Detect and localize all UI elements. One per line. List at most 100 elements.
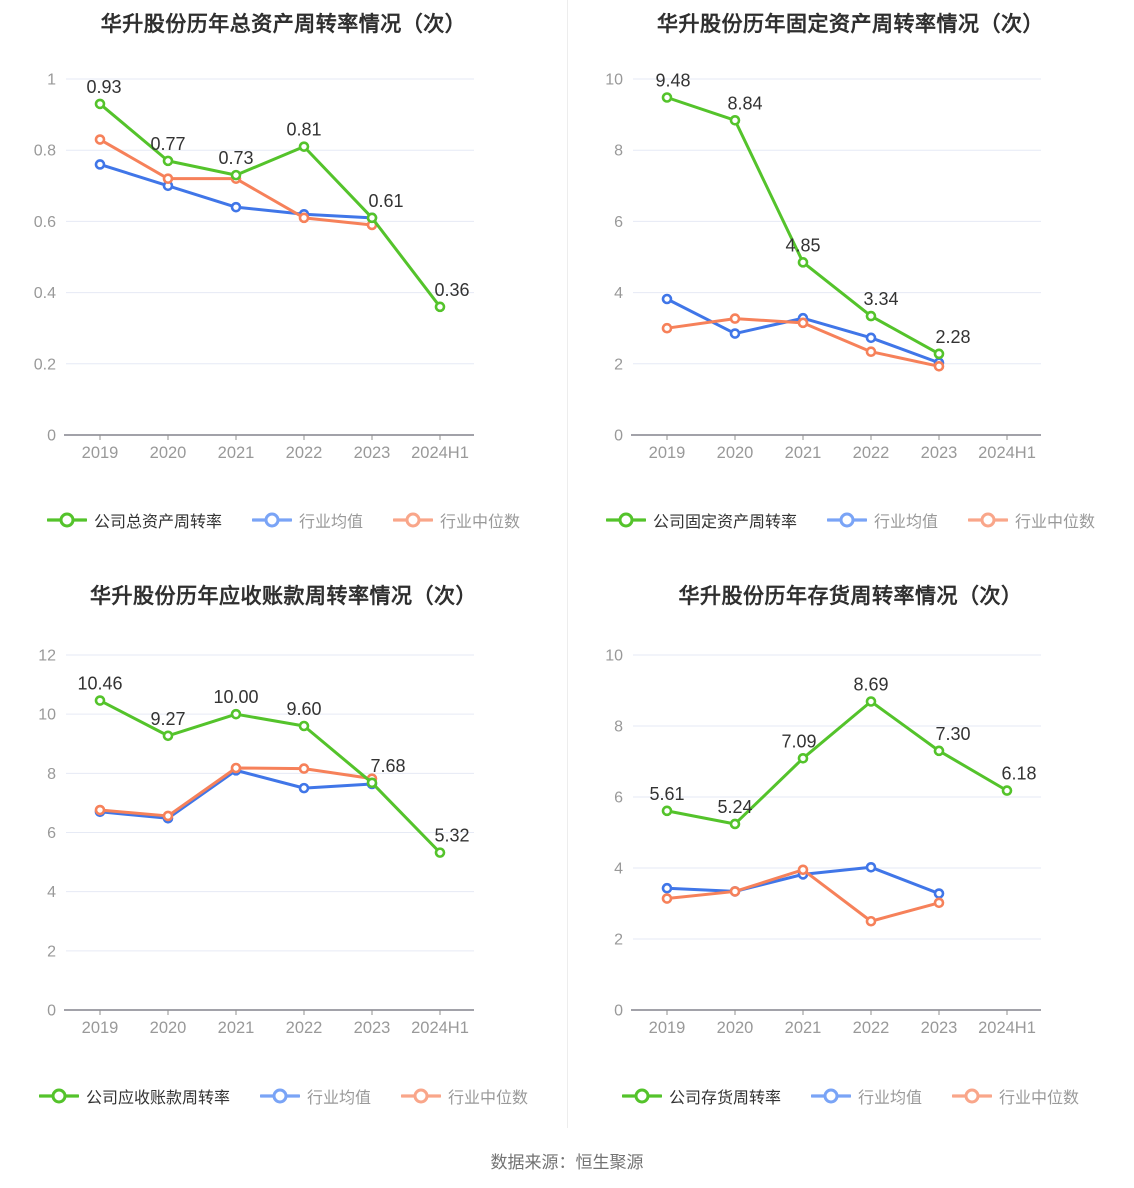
chart-legend: 公司固定资产周转率 行业均值 行业中位数 <box>567 508 1134 532</box>
legend-item[interactable]: 行业均值 <box>251 508 363 532</box>
legend-item-label: 行业中位数 <box>1015 514 1096 531</box>
y-axis-tick-label: 0.2 <box>34 356 56 373</box>
y-axis-tick-label: 0.6 <box>34 214 56 231</box>
data-point-label: 10.00 <box>213 687 258 707</box>
data-point-label: 0.61 <box>368 191 403 211</box>
data-point-marker <box>933 348 945 360</box>
data-source-text: 数据来源：恒生聚源 <box>490 1153 644 1172</box>
chart-legend: 公司存货周转率 行业均值 行业中位数 <box>567 1084 1134 1108</box>
data-point-label: 8.84 <box>727 93 762 113</box>
x-axis-tick-label: 2020 <box>717 444 754 462</box>
legend-item[interactable]: 行业均值 <box>826 508 938 532</box>
chart-panel: 华升股份历年应收账款周转率情况（次） 0 2 4 6 8 10 12 2019 2020 2021 2… <box>0 560 567 1120</box>
legend-line-marker-icon <box>259 1088 300 1104</box>
chart-panel: 华升股份历年存货周转率情况（次） 0 2 4 6 8 10 2019 2020 2021 2022 2… <box>567 560 1134 1120</box>
chart-plot-area: 0 2 4 6 8 10 2019 2020 2021 2022 2023 2024H1 5.61 5.2… <box>605 648 1041 1037</box>
data-point-label: 7.68 <box>370 756 405 776</box>
data-point-marker <box>729 114 741 126</box>
data-point-label: 3.34 <box>863 289 898 309</box>
chart-title: 华升股份历年总资产周转率情况（次） <box>100 13 467 36</box>
y-axis-tick-label: 4 <box>614 285 623 302</box>
data-point-marker <box>865 696 877 707</box>
x-axis-tick-label: 2022 <box>853 1019 890 1037</box>
data-point-label: 2.28 <box>935 327 970 347</box>
legend-item[interactable]: 公司固定资产周转率 <box>605 508 797 532</box>
data-point-label: 9.60 <box>286 699 321 719</box>
data-point-label: 0.81 <box>286 120 321 140</box>
legend-item[interactable]: 公司应收账款周转率 <box>38 1084 230 1108</box>
y-axis-tick-label: 0.8 <box>34 143 56 160</box>
y-axis-tick-label: 8 <box>614 719 623 736</box>
chart-plot-area: 0 2 4 6 8 10 2019 2020 2021 2022 2023 2024H1 9.48 8.8… <box>605 71 1041 462</box>
data-point-label: 8.69 <box>853 675 888 695</box>
data-point-label: 0.77 <box>150 134 185 154</box>
legend-item[interactable]: 行业均值 <box>810 1084 922 1108</box>
data-point-marker <box>94 134 106 145</box>
data-point-marker <box>366 212 378 224</box>
y-axis-tick-label: 4 <box>47 884 56 901</box>
x-axis-tick-label: 2024H1 <box>411 1019 469 1037</box>
y-axis-tick-label: 10 <box>605 648 623 665</box>
data-point-marker <box>434 847 446 858</box>
data-point-marker <box>298 782 310 794</box>
data-point-marker <box>230 708 242 720</box>
data-point-label: 0.73 <box>218 148 253 168</box>
y-axis-tick-label: 2 <box>614 356 623 373</box>
data-point-marker <box>661 805 673 817</box>
data-point-marker <box>865 332 877 344</box>
legend-line-marker-icon <box>810 1088 851 1104</box>
legend-item[interactable]: 行业中位数 <box>393 508 520 532</box>
data-point-marker <box>162 730 174 742</box>
series-line <box>98 768 374 820</box>
legend-item[interactable]: 行业中位数 <box>401 1084 528 1108</box>
legend-item[interactable]: 行业中位数 <box>952 1084 1079 1108</box>
x-axis-tick-label: 2022 <box>286 1019 323 1037</box>
legend-item-label: 行业中位数 <box>440 514 521 531</box>
legend-item-label: 行业均值 <box>873 514 938 531</box>
x-axis-tick-label: 2024H1 <box>978 1019 1036 1037</box>
legend-item[interactable]: 公司总资产周转率 <box>46 508 222 532</box>
data-point-marker <box>162 173 174 184</box>
y-axis-tick-label: 4 <box>614 861 623 878</box>
legend-line-marker-icon <box>621 1088 662 1104</box>
legend-item[interactable]: 公司存货周转率 <box>621 1084 781 1108</box>
legend-item-label: 行业均值 <box>298 514 363 531</box>
data-point-label: 9.27 <box>150 709 185 729</box>
data-point-label: 0.93 <box>86 77 121 97</box>
data-point-marker <box>94 695 106 706</box>
y-axis-tick-label: 0 <box>614 428 623 445</box>
data-point-marker <box>797 257 809 268</box>
y-axis-tick-label: 0 <box>614 1003 623 1020</box>
legend-item-label: 行业均值 <box>306 1090 371 1107</box>
data-point-marker <box>933 360 945 372</box>
data-point-label: 10.46 <box>77 674 122 694</box>
data-point-marker <box>661 893 673 904</box>
legend-item[interactable]: 行业中位数 <box>968 508 1095 532</box>
chart-panel: 华升股份历年固定资产周转率情况（次） 0 2 4 6 8 10 2019 2020 2021 202… <box>567 0 1134 560</box>
data-point-label: 5.32 <box>434 826 469 846</box>
legend-item-label: 行业中位数 <box>448 1090 529 1107</box>
legend-line-marker-icon <box>968 512 1008 528</box>
legend-item-label: 公司存货周转率 <box>668 1090 781 1107</box>
data-point-marker <box>230 201 242 213</box>
x-axis-tick-label: 2019 <box>649 444 686 462</box>
data-point-label: 5.24 <box>717 797 752 817</box>
legend-line-marker-icon <box>401 1088 441 1104</box>
data-point-marker <box>230 169 242 181</box>
x-axis-tick-label: 2021 <box>218 1019 255 1037</box>
chart-panel: 华升股份历年总资产周转率情况（次） 0 0.2 0.4 0.6 0.8 1 2019 2020 2… <box>0 0 567 560</box>
data-point-marker <box>366 777 378 789</box>
data-point-marker <box>729 328 741 339</box>
data-point-marker <box>729 886 741 897</box>
legend-line-marker-icon <box>605 512 646 528</box>
chart-legend: 公司应收账款周转率 行业均值 行业中位数 <box>0 1084 567 1108</box>
x-axis-tick-label: 2019 <box>649 1019 686 1037</box>
y-axis-tick-label: 10 <box>38 707 56 724</box>
x-axis-tick-label: 2022 <box>286 444 323 462</box>
y-axis-tick-label: 2 <box>614 932 623 949</box>
y-axis-tick-label: 10 <box>605 72 623 89</box>
x-axis-tick-label: 2020 <box>150 1019 187 1037</box>
data-point-label: 7.30 <box>935 724 970 744</box>
legend-item[interactable]: 行业均值 <box>259 1084 371 1108</box>
